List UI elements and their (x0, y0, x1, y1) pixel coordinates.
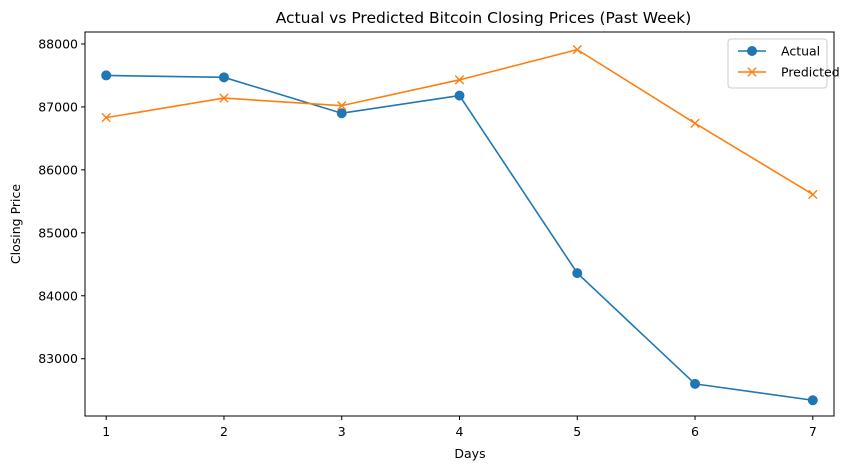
x-tick-label: 4 (456, 424, 464, 439)
x-axis: 1 2 3 4 5 6 7 (102, 416, 817, 439)
data-point-predicted (101, 112, 111, 123)
y-tick-label: 83000 (38, 351, 78, 366)
y-axis: 83000 84000 85000 86000 87000 88000 (38, 36, 85, 366)
legend-items: Actual Predicted (738, 44, 840, 80)
legend-label-actual: Actual (781, 44, 820, 59)
data-point-actual (336, 108, 347, 119)
x-tick-label: 5 (573, 424, 581, 439)
y-tick-label: 85000 (38, 225, 78, 240)
x-tick-label: 2 (220, 424, 228, 439)
plot-area (84, 31, 835, 417)
x-tick-label: 7 (809, 424, 817, 439)
series-layer (101, 44, 818, 406)
y-tick-label: 86000 (38, 162, 78, 177)
series-actual (101, 70, 818, 406)
legend-marker-predicted (747, 67, 757, 77)
data-point-actual (101, 70, 112, 81)
legend-item-actual: Actual (738, 44, 820, 59)
data-point-predicted (572, 44, 582, 55)
data-point-predicted (219, 93, 229, 103)
y-tick-label: 88000 (38, 36, 78, 51)
legend-marker-actual (747, 46, 757, 56)
data-point-predicted (337, 100, 347, 111)
chart-title: Actual vs Predicted Bitcoin Closing Pric… (276, 9, 692, 27)
y-tick-label: 84000 (38, 288, 78, 303)
y-axis-label: Closing Price (8, 184, 23, 264)
series-line-predicted (106, 48, 814, 196)
data-point-actual (807, 395, 818, 406)
y-tick-label: 87000 (38, 99, 78, 114)
plot-frame (84, 31, 835, 417)
series-line-actual (106, 74, 813, 402)
x-tick-label: 6 (691, 424, 699, 439)
data-point-actual (454, 90, 465, 101)
data-point-predicted (690, 118, 700, 128)
data-point-actual (218, 72, 229, 83)
x-tick-label: 1 (102, 424, 110, 439)
x-axis-label: Days (454, 446, 485, 461)
legend: Actual Predicted (727, 38, 840, 89)
legend-label-predicted: Predicted (781, 65, 840, 80)
data-point-actual (690, 378, 701, 389)
legend-item-predicted: Predicted (738, 65, 840, 80)
x-tick-label: 3 (338, 424, 346, 439)
data-point-actual (572, 268, 583, 279)
series-predicted (101, 44, 818, 200)
data-point-predicted (808, 189, 818, 200)
data-point-predicted (454, 75, 465, 85)
